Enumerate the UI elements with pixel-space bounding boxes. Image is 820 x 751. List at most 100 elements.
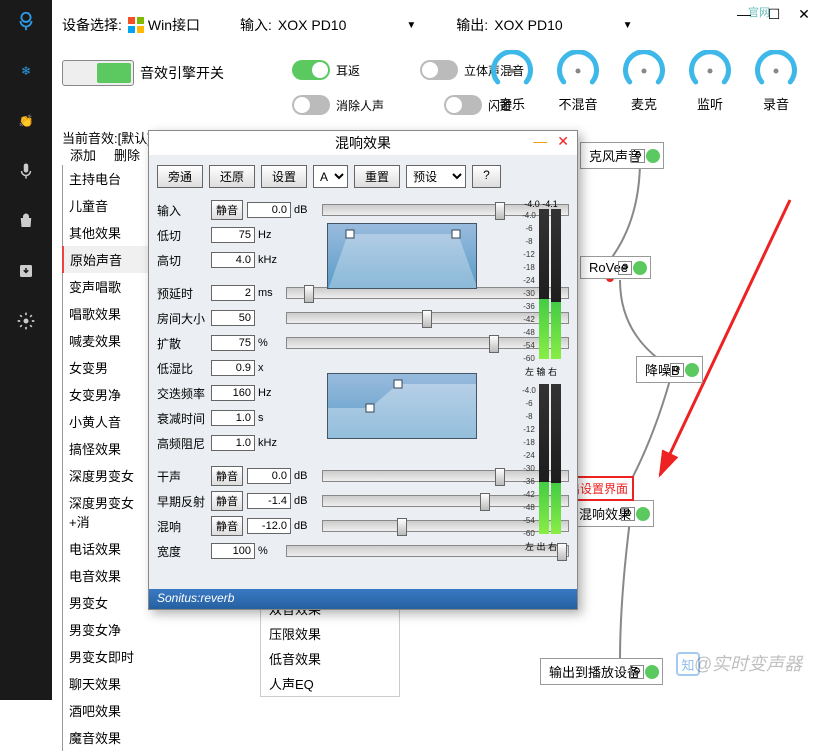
- effect-item[interactable]: 酒吧效果: [62, 697, 152, 724]
- dial-监听[interactable]: 监听: [686, 50, 734, 113]
- rail-shop-icon[interactable]: [15, 210, 37, 232]
- param-value[interactable]: 160: [211, 385, 255, 401]
- effect-item[interactable]: 魔音效果: [62, 724, 152, 751]
- param-value[interactable]: 75: [211, 227, 255, 243]
- param-value[interactable]: 100: [211, 543, 255, 559]
- param-value[interactable]: 1.0: [211, 410, 255, 426]
- param-13: 宽度100%: [157, 539, 569, 563]
- param-value[interactable]: 4.0: [211, 252, 255, 268]
- dialog-titlebar[interactable]: 混响效果 — ✕: [149, 131, 577, 155]
- toggle-row: 音效引擎开关 耳返立体声混音消除人声闪避 音乐不混音麦克监听录音: [62, 60, 810, 130]
- param-value[interactable]: 1.0: [211, 435, 255, 451]
- param-12: 混响静音-12.0dB: [157, 514, 569, 538]
- help-button[interactable]: ?: [472, 165, 501, 188]
- param-value[interactable]: -1.4: [247, 493, 291, 509]
- effect-item[interactable]: 唱歌效果: [62, 300, 152, 327]
- rail-gear-icon[interactable]: [15, 310, 37, 332]
- tab-add[interactable]: 添加: [70, 145, 96, 164]
- node-gear-icon[interactable]: ⚙: [630, 665, 644, 679]
- mute-button[interactable]: 静音: [211, 491, 243, 511]
- effect-item[interactable]: 深度男变女+消: [62, 489, 152, 535]
- mute-button[interactable]: 静音: [211, 466, 243, 486]
- effect-item[interactable]: 男变女即时: [62, 643, 152, 670]
- effect-item[interactable]: 变声唱歌: [62, 273, 152, 300]
- param-10: 干声静音0.0dB: [157, 464, 569, 488]
- chevron-down-icon: ▼: [623, 20, 633, 31]
- node-denoise[interactable]: 降噪B⚙: [636, 356, 703, 383]
- eq-display-1[interactable]: [327, 223, 477, 289]
- dial-麦克[interactable]: 麦克: [620, 50, 668, 113]
- effect-item[interactable]: 喊麦效果: [62, 327, 152, 354]
- dialog-close-icon[interactable]: ✕: [557, 133, 569, 150]
- eq-display-2[interactable]: [327, 373, 477, 439]
- effect-item[interactable]: 男变女净: [62, 616, 152, 643]
- effect-item[interactable]: 电话效果: [62, 535, 152, 562]
- rail-mic-icon[interactable]: [15, 10, 37, 32]
- level-meters: -4.0 -4.1 -4.0-6-8-12-18-24-30-36-42-48-…: [513, 199, 569, 549]
- param-value[interactable]: 0.0: [247, 468, 291, 484]
- effect-item[interactable]: 小黄人音: [62, 408, 152, 435]
- windows-icon: [128, 17, 144, 33]
- mute-button[interactable]: 静音: [211, 516, 243, 536]
- effect-item[interactable]: 其他效果: [62, 219, 152, 246]
- effect-item[interactable]: 原始声音: [62, 246, 152, 273]
- node-gear-icon[interactable]: ⚙: [618, 261, 632, 275]
- preset-select[interactable]: 预设: [406, 165, 466, 188]
- effect-item[interactable]: 深度男变女: [62, 462, 152, 489]
- effect-item[interactable]: 搞怪效果: [62, 435, 152, 462]
- revert-button[interactable]: 还原: [209, 165, 255, 188]
- param-value[interactable]: 75: [211, 335, 255, 351]
- effect-item[interactable]: 儿童音: [62, 192, 152, 219]
- effect-item[interactable]: 女变男: [62, 354, 152, 381]
- rail-snow-icon[interactable]: ❄: [15, 60, 37, 82]
- effect-item[interactable]: 电音效果: [62, 562, 152, 589]
- engine-toggle[interactable]: [62, 60, 134, 86]
- param-0: 输入静音0.0dB: [157, 198, 569, 222]
- input-select[interactable]: 输入: XOX PD10 ▼: [240, 15, 416, 35]
- node-mic[interactable]: 克风声音⚙: [580, 142, 664, 169]
- effect-item[interactable]: 男变女: [62, 589, 152, 616]
- output-select[interactable]: 输出: XOX PD10 ▼: [456, 15, 632, 35]
- param-value[interactable]: 0.0: [247, 202, 291, 218]
- param-value[interactable]: 0.9: [211, 360, 255, 376]
- dialog-min-icon[interactable]: —: [533, 133, 547, 150]
- param-value[interactable]: 2: [211, 285, 255, 301]
- settings-button[interactable]: 设置: [261, 165, 307, 188]
- output-label: 输出:: [456, 15, 488, 35]
- rail-download-icon[interactable]: [15, 260, 37, 282]
- dial-音乐[interactable]: 音乐: [488, 50, 536, 113]
- node-gear-icon[interactable]: ⚙: [631, 149, 645, 163]
- effect-item[interactable]: 女变男净: [62, 381, 152, 408]
- topbar: 设备选择: Win接口 输入: XOX PD10 ▼ 输出: XOX PD10 …: [52, 0, 820, 50]
- param-value[interactable]: -12.0: [247, 518, 291, 534]
- node-reverb[interactable]: 混响效果⚙: [570, 500, 654, 527]
- reset-button[interactable]: 重置: [354, 165, 400, 188]
- mute-button[interactable]: 静音: [211, 200, 243, 220]
- effect-item[interactable]: 聊天效果: [62, 670, 152, 697]
- dialog-title: 混响效果: [335, 133, 391, 153]
- watermark: @实时变声器: [694, 650, 802, 676]
- effect-item[interactable]: 主持电台: [62, 165, 152, 192]
- rail-mic2-icon[interactable]: [15, 160, 37, 182]
- toggle-0[interactable]: 耳返: [292, 60, 360, 80]
- device-value[interactable]: Win接口: [148, 15, 200, 35]
- dialog-footer: Sonitus:reverb: [149, 589, 577, 609]
- param-value[interactable]: 50: [211, 310, 255, 326]
- param-11: 早期反射静音-1.4dB: [157, 489, 569, 513]
- param-5: 扩散75%: [157, 331, 569, 355]
- node-gear-icon[interactable]: ⚙: [621, 507, 635, 521]
- tab-del[interactable]: 删除: [114, 145, 140, 164]
- node-rovee[interactable]: RoVee⚙: [580, 256, 651, 279]
- toggle-2[interactable]: 消除人声: [292, 95, 384, 115]
- node-gear-icon[interactable]: ⚙: [670, 363, 684, 377]
- node-output[interactable]: 输出到播放设备⚙: [540, 658, 663, 685]
- effect-list: 主持电台儿童音其他效果原始声音变声唱歌唱歌效果喊麦效果女变男女变男净小黄人音搞怪…: [62, 165, 152, 751]
- rail-clap-icon[interactable]: 👏: [15, 110, 37, 132]
- settings-select[interactable]: A: [313, 165, 348, 188]
- list-tabs: 添加 删除: [70, 145, 140, 164]
- dialog-toolbar: 旁通 还原 设置 A 重置 预设 ?: [157, 165, 569, 188]
- dials: 音乐不混音麦克监听录音: [488, 50, 800, 113]
- dial-不混音[interactable]: 不混音: [554, 50, 602, 113]
- dial-录音[interactable]: 录音: [752, 50, 800, 113]
- bypass-button[interactable]: 旁通: [157, 165, 203, 188]
